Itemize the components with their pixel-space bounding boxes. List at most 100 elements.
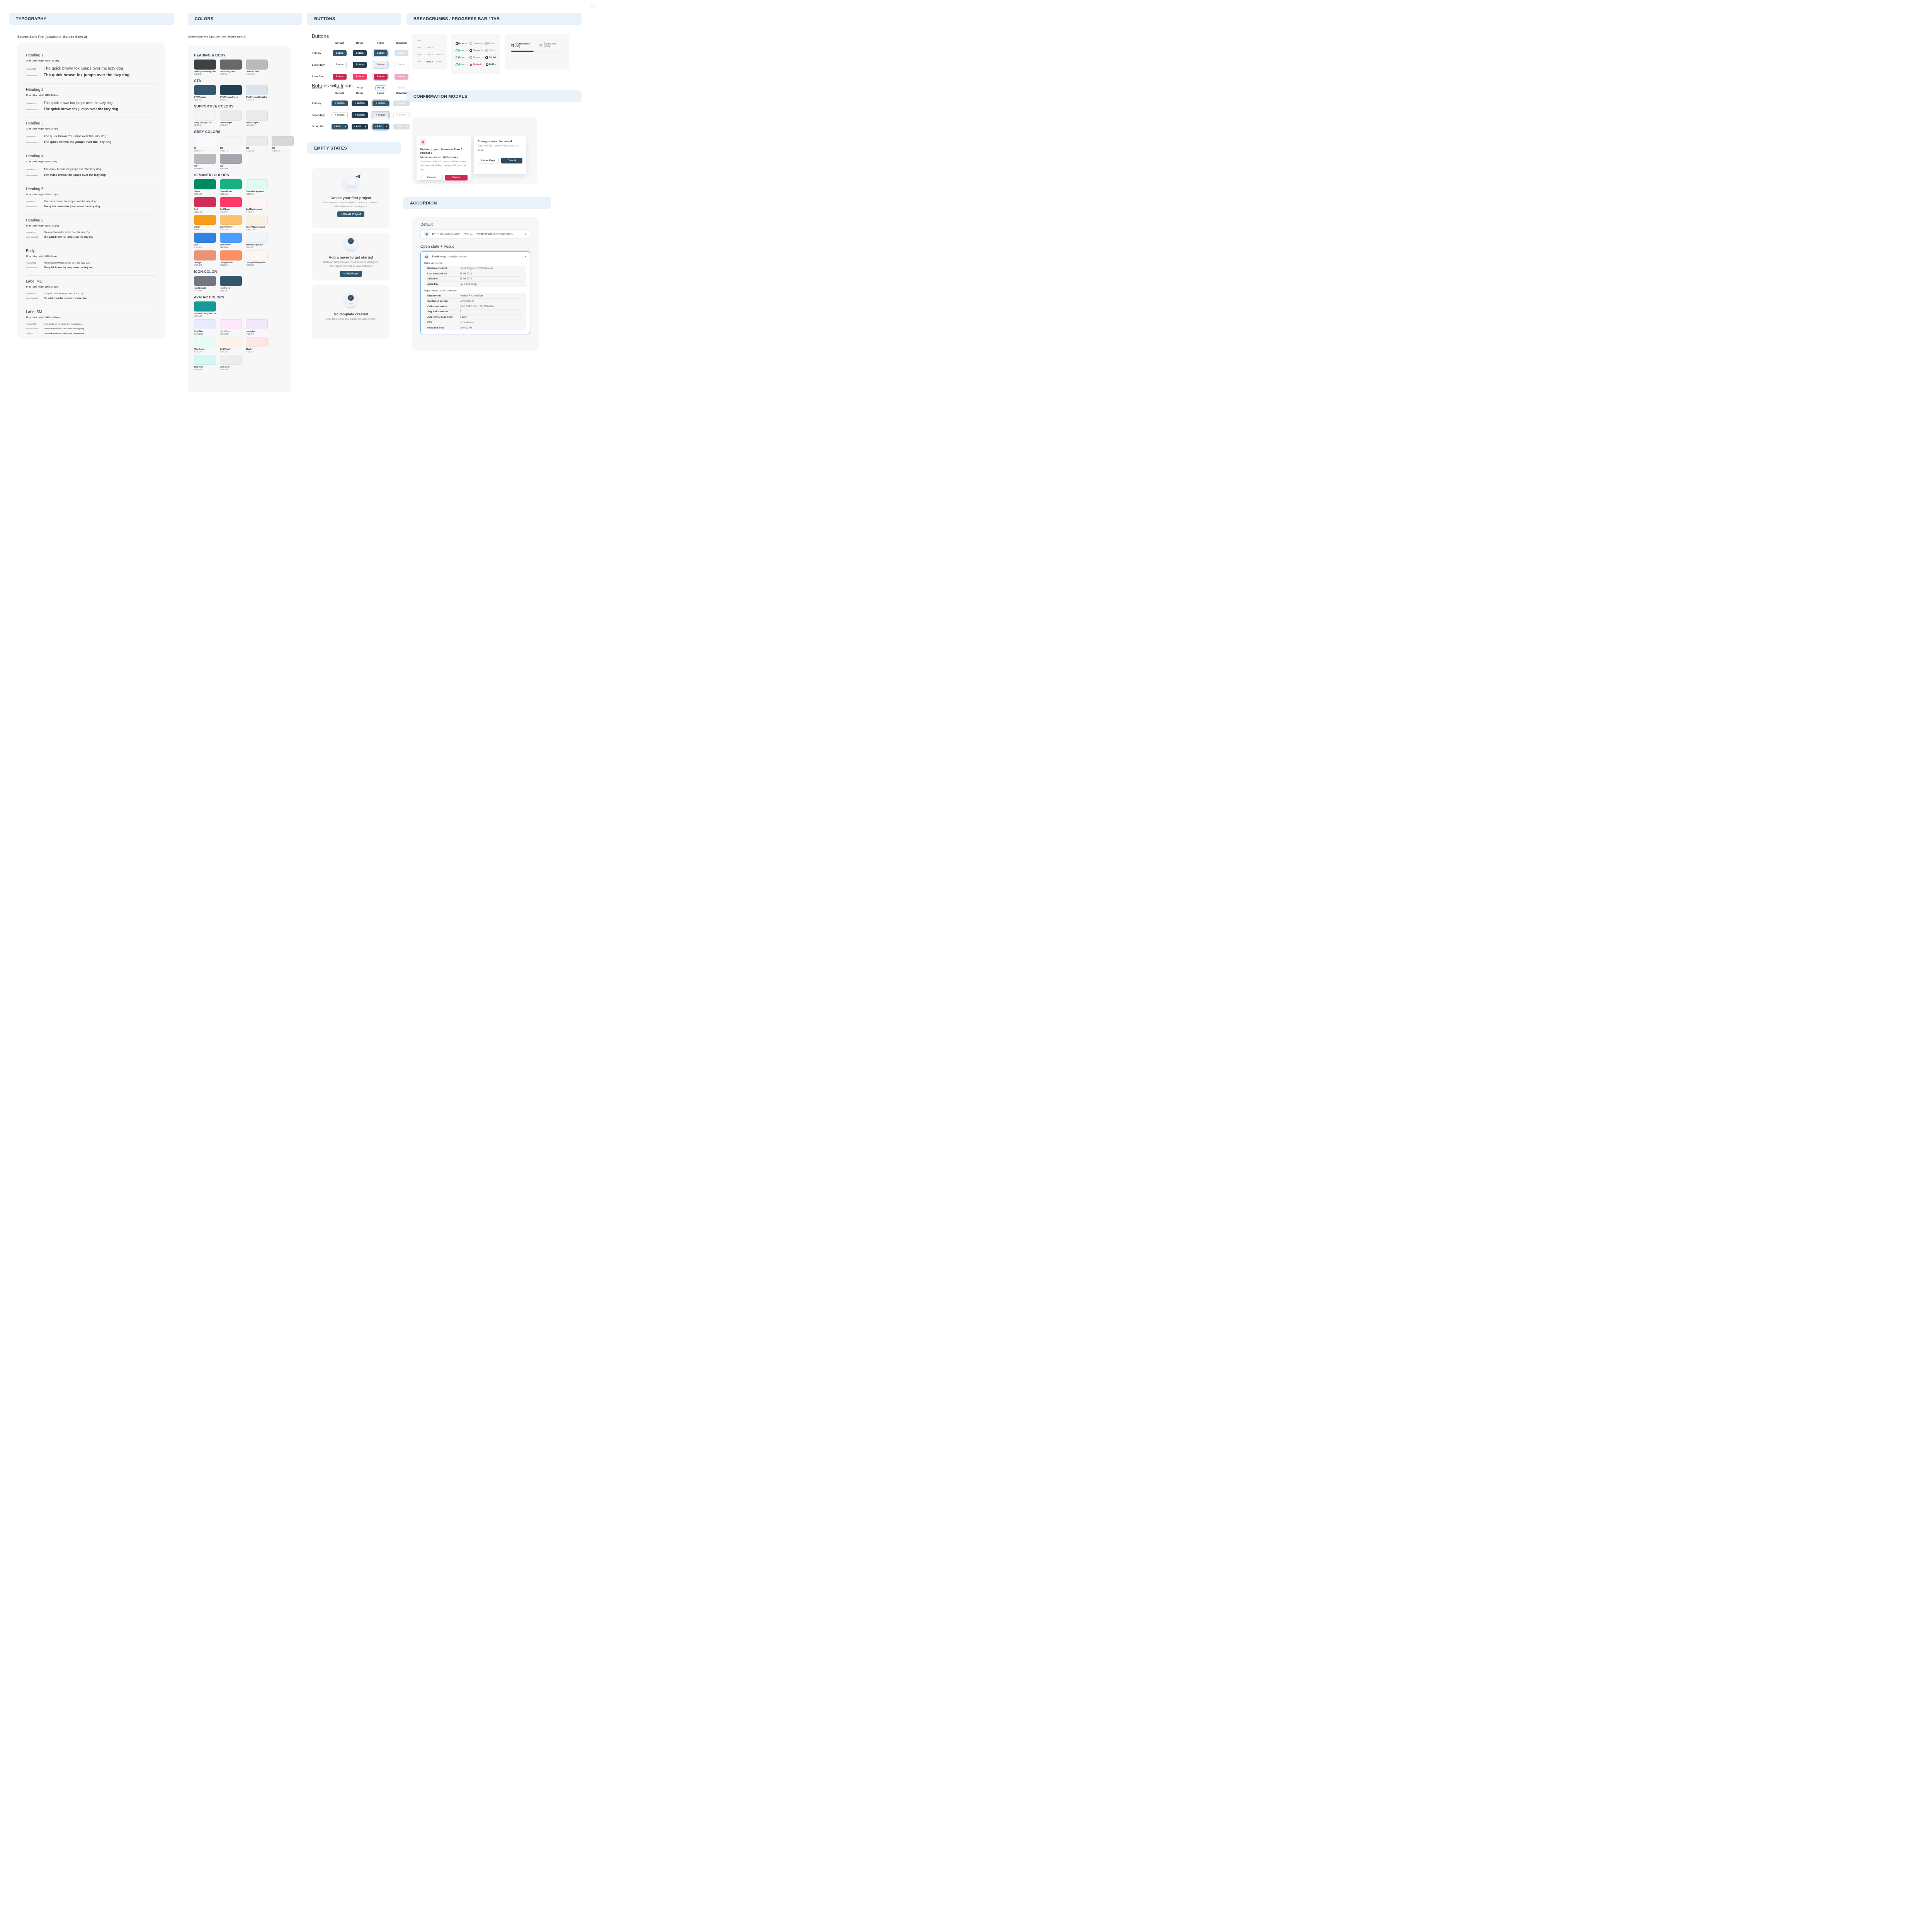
add-payer-button[interactable]: + Add Payer	[340, 271, 362, 277]
color-section-title: SEMANTIC COLORS	[194, 173, 230, 177]
secondary-button-hover[interactable]: Button	[353, 62, 367, 68]
specimen-text: The quick brown fox jumps over the lazy …	[44, 73, 130, 77]
swatch-name: 100	[220, 147, 223, 150]
primary-button-disabled[interactable]: Button	[395, 50, 408, 56]
primary-button-default[interactable]: Button	[333, 50, 347, 56]
breadcrumb-link[interactable]: Level 2	[423, 54, 433, 56]
swatch-name: Blush	[246, 348, 252, 351]
accordion-row-collapsed[interactable]: SFTP- sftp.example.com Port- 11 Remote P…	[420, 229, 530, 239]
primary-button-hover[interactable]: Button	[353, 50, 367, 56]
error-button-hover[interactable]: Button	[353, 73, 367, 80]
swatch-box	[246, 250, 268, 260]
modal-body: 80 outreaches and 2000 chases associated…	[420, 156, 468, 172]
group-button-hover[interactable]: + Add ∧	[351, 124, 368, 129]
secondary-icon-button-focus[interactable]: + Button	[372, 112, 389, 118]
group-button-default[interactable]: + Add ∨	[331, 124, 348, 129]
error-button-disabled[interactable]: Button	[395, 73, 408, 80]
accordion-expanded-header[interactable]: Email- briggs.scott@email.com ∧	[424, 254, 526, 259]
weight-label: Semi-Bold/600	[26, 298, 38, 300]
accordion-summary: SFTP- sftp.example.com Port- 11 Remote P…	[432, 233, 514, 235]
type-style-meta: 20 px | Line height 120% (24px)	[26, 161, 57, 163]
breadcrumb-link[interactable]: Level 1	[416, 61, 423, 63]
col-hover: Hover	[356, 42, 364, 44]
group-button-disabled[interactable]: + Add ∨	[393, 124, 410, 129]
type-style-block: Heading 6 16 px | Line height 120% (19.2…	[26, 218, 156, 245]
swatch-hex: #E7FDF4	[194, 351, 202, 353]
delete-button[interactable]: Delete	[445, 175, 468, 181]
chevron-up-icon[interactable]: ∧	[524, 256, 526, 258]
summary-segment: Port- 11	[464, 233, 473, 235]
step-state-icon	[469, 63, 473, 66]
section-title: BUTTONS	[314, 16, 335, 21]
chevron-down-icon[interactable]: ∨	[405, 124, 410, 129]
chevron-up-icon[interactable]: ∧	[384, 124, 389, 129]
breadcrumb-link[interactable]: Level 2	[423, 61, 433, 63]
secondary-icon-button-disabled[interactable]: + Button	[393, 112, 410, 118]
secondary-button-focus[interactable]: Button	[374, 62, 388, 68]
swatch-row: Blue #3083E2 Blue/Hover #4A9EFF	[194, 233, 284, 249]
swatch-row: Body Background #F5F5F5 Border/Light #F5…	[194, 111, 284, 127]
tab[interactable]: Outreaches (50)	[511, 43, 534, 48]
color-section-title: GREY COLORS	[194, 130, 221, 134]
swatch-name: Light Pink	[220, 330, 230, 333]
primary-icon-button-disabled[interactable]: + Button	[393, 100, 410, 107]
secondary-icon-button-hover[interactable]: + Button	[352, 112, 368, 118]
chevron-down-icon[interactable]: ∨	[524, 233, 526, 235]
swatch-box	[246, 111, 268, 121]
swatch-box	[194, 154, 216, 164]
cancel-button[interactable]: Cancel	[501, 158, 522, 164]
primary-icon-button-hover[interactable]: + Button	[352, 100, 368, 107]
color-swatch: Lavender #F0E7FA	[246, 319, 268, 335]
swatch-box	[194, 250, 216, 260]
primary-button-focus[interactable]: Button	[374, 50, 388, 56]
primary-icon-button-focus[interactable]: + Button	[372, 100, 389, 107]
stepper-step: Pull list	[480, 56, 496, 59]
link-button-focus[interactable]: Reset	[375, 85, 386, 91]
create-project-button[interactable]: + Create Project	[337, 211, 364, 218]
chevron-down-icon[interactable]: ∨	[343, 124, 348, 129]
error-button-focus[interactable]: Button	[374, 73, 388, 80]
swatch-name: Mint Green	[194, 348, 205, 351]
swatch-hex: #EDEDEE	[220, 369, 229, 371]
chevron-up-icon[interactable]: ∧	[363, 124, 368, 129]
breadcrumb-link[interactable]: Level 1	[416, 40, 423, 42]
group-add-label: + Add	[374, 125, 382, 128]
breadcrumb-link[interactable]: Level 1	[416, 47, 423, 49]
swatch-name: Yellow	[194, 226, 201, 228]
link-button-default[interactable]: Reset	[334, 85, 345, 90]
swatch-hex: #008A63	[194, 211, 202, 213]
swatch-row: Teal Mist #D4F7F4 Cool Gray #EDEDEE	[194, 355, 284, 371]
secondary-button-disabled[interactable]: Button	[395, 62, 408, 68]
color-swatch: Red #008A63	[194, 197, 216, 213]
type-specimen-row: Regular/400 The quick brown fox jumps ov…	[26, 66, 156, 71]
row-label: Retrieval method	[427, 267, 447, 270]
swatch-name: Red	[194, 208, 198, 211]
row-label: Avg. Call attempts	[427, 310, 448, 313]
breadcrumb-link[interactable]: Level 3	[434, 54, 443, 56]
secondary-button-default[interactable]: Button	[333, 62, 347, 68]
breadcrumb-link[interactable]: Level 1	[416, 54, 423, 56]
breadcrumb-link[interactable]: Level 2	[423, 47, 433, 49]
type-specimen-row: Semi-Bold/600 The quick brown fox jumps …	[26, 205, 156, 208]
leave-page-button[interactable]: Leave Page	[478, 158, 499, 164]
tab[interactable]: Exceptions (153)	[539, 43, 563, 48]
link-button-hover[interactable]: Reset	[354, 85, 366, 90]
swatch-name: Soft Peach	[220, 348, 231, 351]
error-button-default[interactable]: Button	[333, 73, 347, 80]
section-title: CONFIRMATION MODALS	[413, 94, 468, 99]
breadcrumb-link[interactable]: Level 3	[434, 61, 443, 63]
modal-body-text: and	[437, 156, 443, 159]
link-button-disabled[interactable]: Reset	[396, 85, 407, 90]
group-button-focus[interactable]: + Add ∧	[372, 124, 389, 129]
color-section-list: HEADING & BODY Primary / Heading Text	[194, 53, 294, 371]
primary-icon-button-default[interactable]: + Button	[332, 100, 348, 107]
step-state-icon	[456, 42, 459, 45]
col-disabled: Disabled	[396, 92, 407, 95]
cancel-button[interactable]: Cancel	[420, 175, 443, 181]
swatch-hex: #FFEBF0	[246, 211, 254, 213]
stepper-step: Pull list	[480, 42, 495, 45]
secondary-icon-button-default[interactable]: + Button	[332, 112, 348, 118]
swatch-hex: #008A63	[246, 193, 254, 196]
type-style-meta: 14 px | Line height 124% (16.8px)	[26, 286, 59, 288]
detail-section-label: Department / person contacted	[424, 289, 457, 293]
